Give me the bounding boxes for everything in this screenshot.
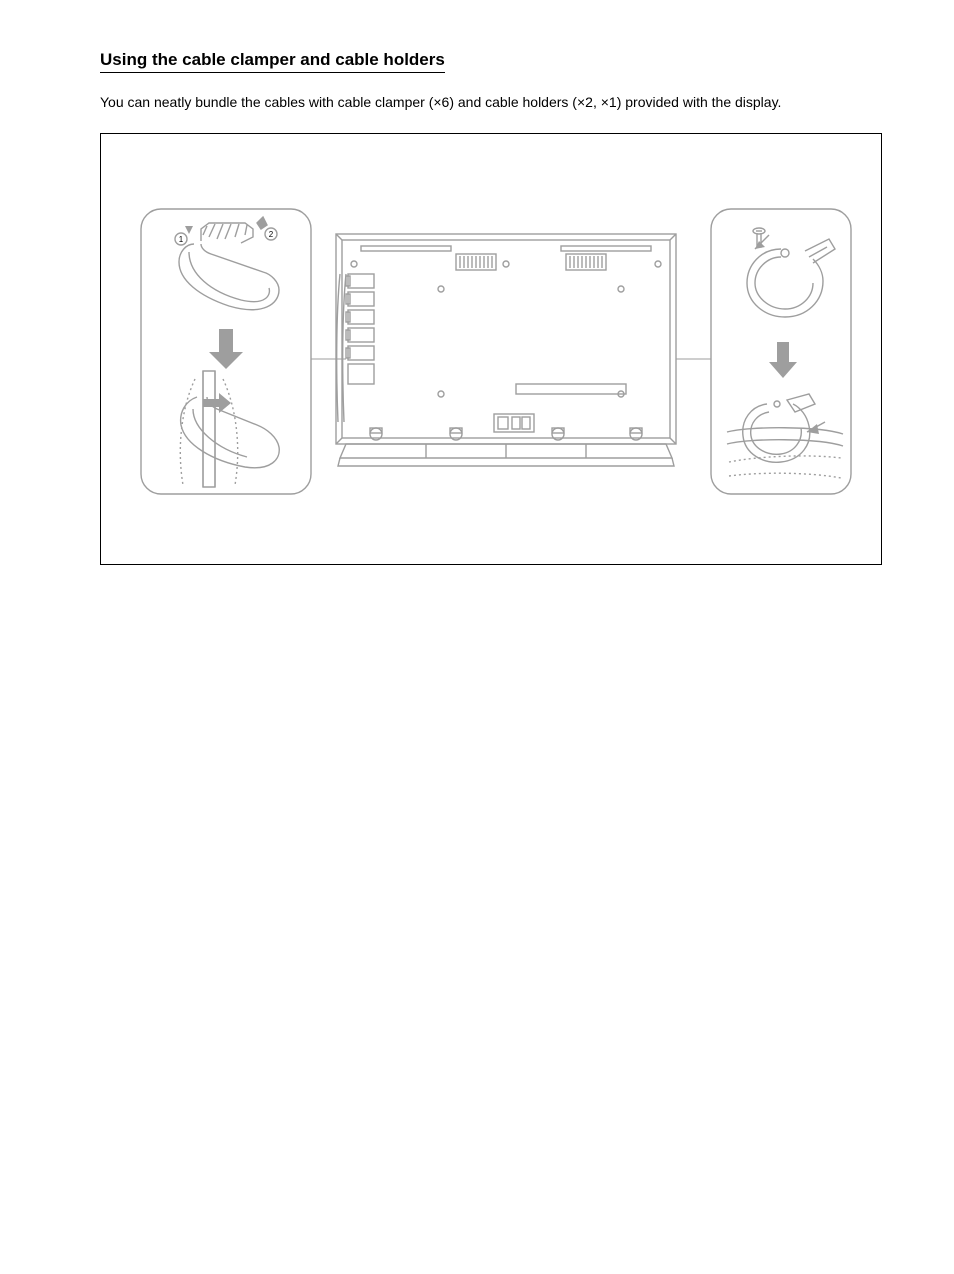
svg-text:2: 2 — [269, 230, 274, 239]
left-inset: 2 1 — [141, 209, 311, 494]
display-rear — [336, 234, 676, 466]
multiply-sign-1: × — [433, 94, 441, 110]
intro-paragraph: You can neatly bundle the cables with ca… — [100, 93, 874, 113]
section-title: Using the cable clamper and cable holder… — [100, 50, 445, 73]
p1-mid1: 6) and cable holders ( — [442, 94, 577, 110]
figure-svg: 2 1 — [101, 134, 881, 564]
figure-container: 2 1 — [100, 133, 882, 565]
multiply-sign-2: × — [577, 94, 585, 110]
multiply-sign-3: × — [601, 94, 609, 110]
right-inset — [711, 209, 851, 494]
p1-mid2: 2, — [585, 94, 601, 110]
p1-pre: You can neatly bundle the cables with ca… — [100, 94, 433, 110]
svg-text:1: 1 — [179, 235, 184, 244]
p1-post: 1) provided with the display. — [609, 94, 782, 110]
